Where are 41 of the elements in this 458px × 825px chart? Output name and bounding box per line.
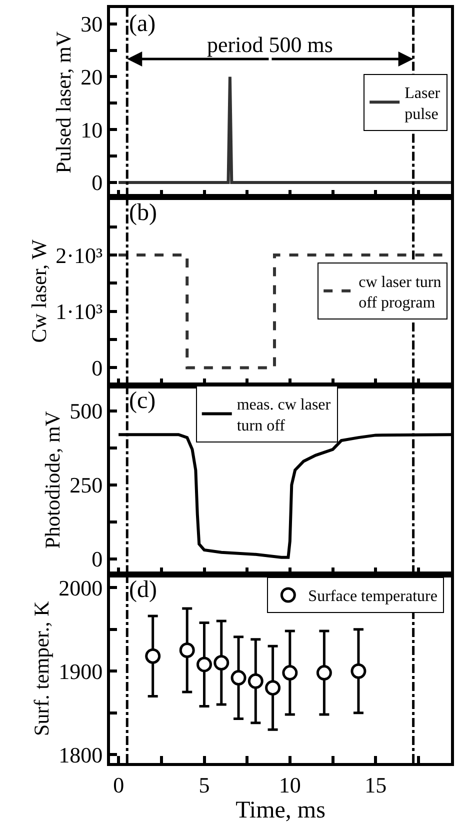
legend-label: Laser pulse (404, 85, 441, 123)
annotation: (b) (129, 200, 157, 226)
y-tick-label: 1800 (58, 742, 103, 768)
point (179, 642, 195, 658)
point (145, 648, 161, 664)
y-axis-title: Cw laser, W (26, 239, 51, 343)
point (350, 663, 366, 679)
point (282, 665, 298, 681)
annotation: (c) (129, 388, 156, 414)
point (316, 665, 332, 681)
y-tick-label: 1·10³ (56, 299, 104, 324)
x-tick-label: 10 (278, 772, 301, 798)
annotation: (a) (129, 11, 156, 37)
y-axis-title: Surf. temper., K (30, 601, 54, 736)
y-tick-label: 0 (92, 546, 103, 572)
point (248, 673, 264, 689)
y-tick-label: 250 (70, 472, 103, 498)
point (214, 655, 230, 671)
legend-label: meas. cw laser turn off (236, 396, 332, 434)
y-tick-label: 10 (80, 117, 103, 142)
annotation: (d) (129, 577, 157, 603)
legend-label: Surface temperature (308, 588, 438, 606)
x-tick-label: 15 (364, 772, 387, 798)
point (196, 656, 212, 672)
y-tick-label: 0 (92, 355, 103, 380)
y-tick-label: 500 (70, 398, 103, 424)
y-tick-label: 0 (92, 170, 103, 196)
y-axis-title: Pulsed laser, mV (52, 31, 76, 174)
y-tick-label: 30 (80, 12, 103, 37)
x-tick-label: 5 (198, 772, 210, 798)
annotation: period 500 ms (207, 32, 333, 57)
y-axis-title: Photodiode, mV (40, 411, 65, 549)
x-tick-label: 0 (113, 772, 124, 798)
legend-label: cw laser turn off program (358, 274, 442, 312)
y-tick-label: 20 (80, 64, 103, 90)
x-axis-title: Time, ms (236, 797, 326, 824)
y-tick-label: 1900 (58, 658, 103, 684)
point (230, 670, 246, 686)
point (265, 680, 281, 696)
y-tick-label: 2·10³ (56, 242, 104, 268)
y-tick-label: 2000 (58, 575, 103, 600)
